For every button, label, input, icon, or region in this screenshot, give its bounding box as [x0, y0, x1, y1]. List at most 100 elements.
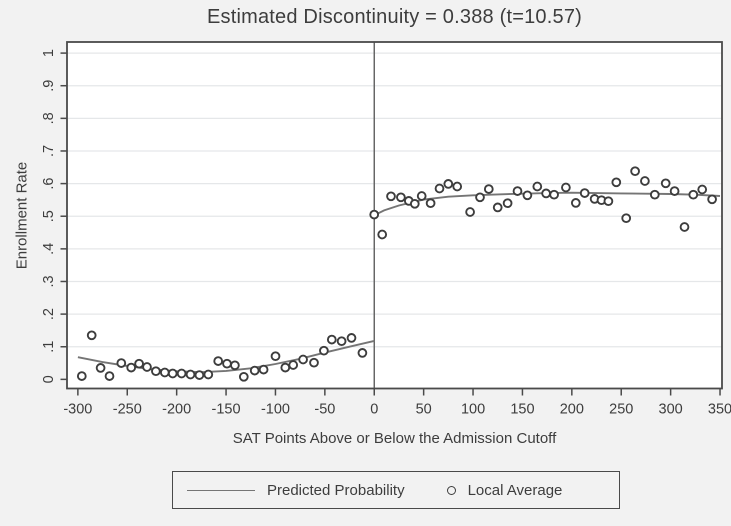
local-average-point [377, 229, 388, 240]
x-tick-label: -300 [63, 402, 92, 418]
local-average-point [640, 176, 650, 186]
local-average-point [288, 360, 299, 370]
local-average-point [159, 367, 170, 378]
local-average-point [707, 194, 717, 205]
local-average-point [688, 189, 699, 200]
local-average-point [669, 186, 680, 196]
x-tick-label: 100 [461, 402, 485, 418]
local-average-point [280, 362, 291, 373]
local-average-point [176, 368, 187, 379]
x-tick-label: 250 [609, 402, 633, 418]
local-average-point [258, 364, 269, 375]
local-average-point [697, 184, 708, 195]
local-average-point [561, 182, 571, 193]
local-average-point [185, 369, 196, 380]
local-average-point [443, 179, 454, 189]
local-average-point [386, 191, 396, 202]
local-average-point [416, 191, 427, 201]
legend-label-local-average: Local Average [467, 481, 563, 499]
local-average-point [213, 356, 224, 366]
local-average-point [603, 196, 614, 207]
local-average-point [357, 348, 368, 358]
local-average-point [151, 366, 161, 377]
legend: Predicted Probability Local Average [172, 471, 620, 509]
x-tick-label: -100 [261, 402, 290, 418]
local-average-circle-icon [446, 485, 456, 495]
local-average-point [230, 360, 240, 371]
local-average-point [611, 177, 622, 188]
y-tick-label: .7 [41, 145, 57, 157]
local-average-point [492, 202, 503, 213]
x-tick-label: 200 [560, 402, 584, 418]
plot-border [66, 41, 723, 390]
y-tick-label: .1 [41, 341, 57, 353]
x-tick-label: -200 [162, 402, 191, 418]
y-tick-label: 0 [41, 375, 57, 383]
local-average-point [238, 371, 249, 382]
y-axis-title: Enrollment Rate [13, 161, 31, 270]
y-tick-label: .2 [41, 308, 57, 320]
x-axis-title: SAT Points Above or Below the Admission … [232, 430, 557, 447]
predicted-probability-line-icon [187, 489, 255, 491]
local-average-point [396, 192, 406, 203]
local-average-point [679, 222, 690, 232]
legend-label-predicted-probability: Predicted Probability [267, 481, 405, 499]
local-average-point [222, 358, 232, 369]
local-average-point [249, 365, 260, 376]
local-average-point [126, 362, 137, 373]
x-tick-label: -150 [212, 402, 241, 418]
plot-area [67, 42, 722, 389]
local-average-point [203, 369, 214, 380]
local-average-point [483, 184, 494, 194]
local-average-point [512, 186, 523, 196]
local-average-point [621, 213, 632, 224]
y-tick-label: .8 [41, 112, 57, 124]
y-tick-label: .5 [41, 210, 57, 222]
local-average-point [346, 333, 357, 343]
y-tick-label: 1 [41, 49, 57, 57]
x-tick-label: 0 [370, 402, 378, 418]
x-tick-label: -50 [314, 402, 335, 418]
y-tick-label: .6 [41, 178, 57, 190]
local-average-point [409, 198, 420, 209]
local-average-point [465, 207, 475, 217]
local-average-point [298, 354, 308, 365]
local-average-point [532, 181, 543, 192]
local-average-point [549, 189, 559, 200]
local-average-point [76, 371, 87, 381]
local-average-point [660, 178, 671, 189]
local-average-point [649, 189, 660, 200]
local-average-point [630, 166, 640, 177]
local-average-point [104, 371, 115, 381]
local-average-point [116, 358, 127, 368]
x-tick-label: -250 [113, 402, 142, 418]
local-average-point [452, 181, 463, 192]
local-average-point [434, 183, 445, 194]
local-average-point [579, 188, 590, 198]
local-average-point [95, 363, 106, 373]
local-average-point [309, 357, 319, 368]
local-average-point [134, 358, 144, 369]
chart-title: Estimated Discontinuity = 0.388 (t=10.57… [206, 6, 583, 28]
x-tick-label: 150 [510, 402, 534, 418]
local-average-point [369, 209, 380, 220]
y-tick-label: .4 [41, 243, 57, 255]
x-tick-label: 300 [659, 402, 683, 418]
local-average-point [570, 198, 581, 208]
local-average-point [319, 345, 329, 356]
x-tick-label: 50 [416, 402, 432, 418]
local-average-point [167, 368, 178, 379]
local-average-point [194, 370, 205, 380]
local-average-point [475, 192, 485, 203]
y-tick-label: .3 [41, 275, 57, 287]
local-average-point [142, 362, 152, 372]
local-average-point [336, 336, 347, 347]
local-average-point [86, 330, 97, 341]
local-average-point [502, 198, 513, 209]
local-average-point [522, 190, 533, 201]
local-average-point [425, 198, 436, 209]
local-average-point [541, 188, 551, 199]
y-tick-label: .9 [41, 80, 57, 92]
